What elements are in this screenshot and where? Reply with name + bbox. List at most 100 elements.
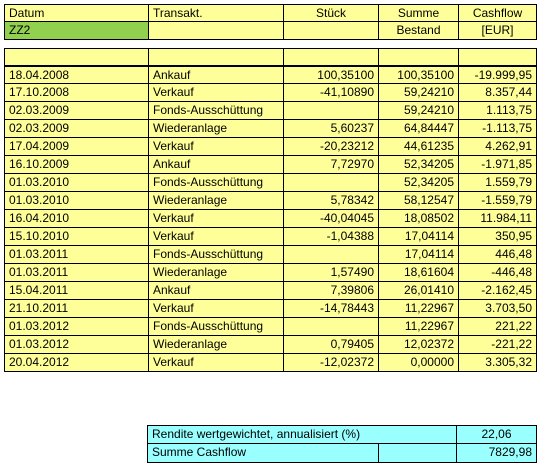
cell-cashflow: -19.999,95	[459, 66, 537, 84]
summary-row-rendite: Rendite wertgewichtet, annualisiert (%) …	[147, 425, 537, 444]
cell-date: 02.03.2009	[4, 120, 149, 138]
table-row: 16.04.2010 Verkauf -40,04045 18,08502 11.984…	[4, 210, 537, 228]
cell-balance: 44,61235	[379, 138, 459, 156]
cell-date: 15.04.2011	[4, 282, 149, 300]
table-row: 20.04.2012 Verkauf -12,02372 0,00000 3.305,3…	[4, 354, 537, 372]
cell-date: 01.03.2012	[4, 318, 149, 336]
cell-units: 0,79405	[284, 336, 379, 354]
table-row: 21.10.2011 Verkauf -14,78443 11,22967 3.703,…	[4, 300, 537, 318]
cell-cashflow: -221,22	[459, 336, 537, 354]
cell-cashflow: -1.113,75	[459, 120, 537, 138]
cell-balance: 11,22967	[379, 318, 459, 336]
cell-date: 16.04.2010	[4, 210, 149, 228]
table-row: 15.10.2010 Verkauf -1,04388 17,04114 350,95	[4, 228, 537, 246]
cell-units: -40,04045	[284, 210, 379, 228]
cell-balance: 100,35100	[379, 66, 459, 84]
cell-date: 18.04.2008	[4, 66, 149, 84]
cell-date: 16.10.2009	[4, 156, 149, 174]
table-row: 01.03.2010 Wiederanlage 5,78342 58,12547 -1.…	[4, 192, 537, 210]
cell-cashflow: -1.559,79	[459, 192, 537, 210]
rendite-value: 22,06	[457, 425, 537, 444]
cell-balance: 11,22967	[379, 300, 459, 318]
spacer-cell	[379, 48, 459, 66]
spacer-cell	[284, 48, 379, 66]
cell-balance: 18,08502	[379, 210, 459, 228]
cell-balance: 26,01410	[379, 282, 459, 300]
header-row: Datum Transakt. Stück Summe Cashflow	[4, 4, 537, 22]
cell-date: 17.04.2009	[4, 138, 149, 156]
cell-date: 21.10.2011	[4, 300, 149, 318]
spacer-cell	[149, 48, 284, 66]
subheader-row: ZZ2 Bestand [EUR]	[4, 22, 537, 40]
cell-balance: 58,12547	[379, 192, 459, 210]
cell-date: 01.03.2011	[4, 264, 149, 282]
cell-units: -12,02372	[284, 354, 379, 372]
table-row: 02.03.2009 Fonds-Ausschüttung 59,24210 1.11…	[4, 102, 537, 120]
table-row: 01.03.2010 Fonds-Ausschüttung 52,34205 1.55…	[4, 174, 537, 192]
cell-transaction-type: Wiederanlage	[149, 264, 284, 282]
cell-cashflow: 8.357,44	[459, 84, 537, 102]
cell-balance: 59,24210	[379, 102, 459, 120]
table-row: 16.10.2009 Ankauf 7,72970 52,34205 -1.971,85	[4, 156, 537, 174]
cell-transaction-type: Wiederanlage	[149, 336, 284, 354]
cell-balance: 52,34205	[379, 156, 459, 174]
cell-transaction-type: Wiederanlage	[149, 120, 284, 138]
spacer-row	[4, 48, 537, 66]
cell-units	[284, 246, 379, 264]
cell-date: 01.03.2011	[4, 246, 149, 264]
cell-units	[284, 174, 379, 192]
cashflow-sum-value: 7829,98	[457, 444, 537, 463]
cell-balance: 18,61604	[379, 264, 459, 282]
header-datum: Datum	[4, 4, 149, 22]
cell-units	[284, 102, 379, 120]
cell-transaction-type: Wiederanlage	[149, 192, 284, 210]
spacer-cell	[459, 48, 537, 66]
table-row: 01.03.2012 Wiederanlage 0,79405 12,02372 -22…	[4, 336, 537, 354]
summary-table: Rendite wertgewichtet, annualisiert (%) …	[147, 425, 537, 463]
cell-cashflow: 1.559,79	[459, 174, 537, 192]
cell-transaction-type: Fonds-Ausschüttung	[149, 174, 284, 192]
cell-cashflow: -1.971,85	[459, 156, 537, 174]
cell-balance: 12,02372	[379, 336, 459, 354]
table-row: 15.04.2011 Ankauf 7,39806 26,01410 -2.162,45	[4, 282, 537, 300]
cell-transaction-type: Ankauf	[149, 282, 284, 300]
cell-balance: 0,00000	[379, 354, 459, 372]
subheader-empty-2	[284, 22, 379, 40]
subheader-bestand: Bestand	[379, 22, 459, 40]
cell-cashflow: 3.305,32	[459, 354, 537, 372]
cell-units: -1,04388	[284, 228, 379, 246]
cell-units: 7,72970	[284, 156, 379, 174]
table-row: 01.03.2012 Fonds-Ausschüttung 11,22967 221,…	[4, 318, 537, 336]
cell-transaction-type: Verkauf	[149, 228, 284, 246]
cell-units	[284, 318, 379, 336]
summary-row-cashflow: Summe Cashflow 7829,98	[147, 444, 537, 463]
cell-transaction-type: Verkauf	[149, 354, 284, 372]
cell-date: 01.03.2010	[4, 192, 149, 210]
header-transakt: Transakt.	[149, 4, 284, 22]
subheader-unit: [EUR]	[459, 22, 537, 40]
cell-balance: 17,04114	[379, 246, 459, 264]
cell-balance: 17,04114	[379, 228, 459, 246]
cell-date: 20.04.2012	[4, 354, 149, 372]
rendite-label: Rendite wertgewichtet, annualisiert (%)	[147, 425, 457, 444]
cell-units: -14,78443	[284, 300, 379, 318]
cell-cashflow: 11.984,11	[459, 210, 537, 228]
header-cashflow: Cashflow	[459, 4, 537, 22]
spacer-cell	[4, 48, 149, 66]
cell-date: 01.03.2010	[4, 174, 149, 192]
cell-balance: 59,24210	[379, 84, 459, 102]
cell-cashflow: 1.113,75	[459, 102, 537, 120]
cashflow-sum-label: Summe Cashflow	[147, 444, 379, 463]
cell-units: 5,60237	[284, 120, 379, 138]
cell-transaction-type: Verkauf	[149, 300, 284, 318]
cell-transaction-type: Fonds-Ausschüttung	[149, 246, 284, 264]
table-row: 17.04.2009 Verkauf -20,23212 44,61235 4.262,…	[4, 138, 537, 156]
table-row: 17.10.2008 Verkauf -41,10890 59,24210 8.357,…	[4, 84, 537, 102]
cell-units: -41,10890	[284, 84, 379, 102]
cell-transaction-type: Fonds-Ausschüttung	[149, 318, 284, 336]
cell-transaction-type: Verkauf	[149, 84, 284, 102]
cell-transaction-type: Ankauf	[149, 156, 284, 174]
cell-date: 15.10.2010	[4, 228, 149, 246]
cell-cashflow: -446,48	[459, 264, 537, 282]
cell-units: -20,23212	[284, 138, 379, 156]
